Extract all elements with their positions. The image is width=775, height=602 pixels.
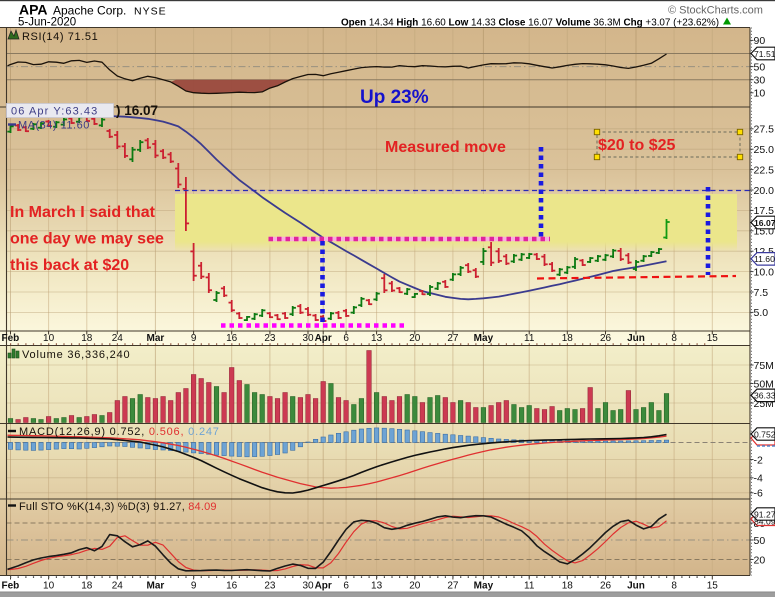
svg-text:18: 18: [81, 581, 93, 592]
svg-text:10: 10: [43, 333, 55, 344]
svg-text:36.33: 36.33: [754, 391, 775, 401]
svg-text:one day we may see: one day we may see: [10, 231, 164, 248]
svg-text:20: 20: [409, 581, 421, 592]
svg-text:© StockCharts.com: © StockCharts.com: [668, 5, 763, 17]
svg-text:Jun: Jun: [627, 581, 645, 592]
svg-text:-4: -4: [754, 473, 763, 485]
svg-text:Apr: Apr: [315, 333, 332, 344]
svg-text:18: 18: [81, 333, 93, 344]
svg-text:Apr: Apr: [315, 581, 332, 592]
svg-text:MACD(12,26,9) 0.752, 0.506, 0.: MACD(12,26,9) 0.752, 0.506, 0.247: [19, 426, 220, 438]
svg-text:23: 23: [264, 581, 276, 592]
svg-text:26: 26: [600, 333, 612, 344]
svg-text:84.09: 84.09: [754, 517, 775, 527]
svg-text:5.0: 5.0: [754, 307, 769, 319]
svg-text:22.5: 22.5: [754, 164, 775, 176]
svg-text:50M: 50M: [754, 378, 774, 390]
svg-text:Full STO %K(14,3) %D(3) 91.27,: Full STO %K(14,3) %D(3) 91.27, 84.09: [19, 501, 217, 513]
svg-text:10.0: 10.0: [754, 266, 775, 278]
svg-text:24: 24: [112, 581, 124, 592]
svg-text:24: 24: [112, 333, 124, 344]
svg-text:10: 10: [754, 88, 766, 100]
svg-text:20.0: 20.0: [754, 185, 775, 197]
svg-text:9: 9: [191, 333, 197, 344]
svg-text:20: 20: [409, 333, 421, 344]
svg-text:6: 6: [343, 333, 349, 344]
svg-text:May: May: [474, 333, 494, 344]
svg-text:Open 14.34 High 16.60 Low 14.3: Open 14.34 High 16.60 Low 14.33 Close 16…: [341, 17, 719, 28]
svg-text:11.60: 11.60: [754, 254, 775, 264]
svg-text:16: 16: [226, 333, 238, 344]
svg-text:25.0: 25.0: [754, 144, 775, 156]
svg-text:Feb: Feb: [2, 581, 20, 592]
svg-text:06 Apr Y:63.43: 06 Apr Y:63.43: [11, 106, 98, 118]
svg-text:) 16.07: ) 16.07: [116, 103, 158, 118]
svg-text:6: 6: [343, 581, 349, 592]
svg-text:20: 20: [754, 554, 766, 566]
svg-text:50: 50: [754, 61, 766, 73]
svg-text:13: 13: [371, 333, 383, 344]
svg-text:NYSE: NYSE: [134, 6, 167, 18]
svg-text:90: 90: [754, 35, 766, 47]
svg-text:16: 16: [226, 581, 238, 592]
svg-text:11: 11: [524, 581, 535, 592]
svg-text:APA: APA: [19, 2, 48, 18]
svg-text:27: 27: [447, 333, 459, 344]
svg-text:8: 8: [671, 333, 677, 344]
svg-text:17.5: 17.5: [754, 205, 775, 217]
svg-text:23: 23: [264, 333, 276, 344]
svg-text:91.27: 91.27: [754, 509, 775, 519]
svg-text:7.5: 7.5: [754, 287, 769, 299]
svg-text:Volume 36,336,240: Volume 36,336,240: [22, 349, 130, 361]
svg-text:71.51: 71.51: [754, 49, 775, 59]
svg-text:30: 30: [302, 581, 314, 592]
svg-text:27: 27: [447, 581, 459, 592]
svg-text:MA(34) 11.60: MA(34) 11.60: [18, 120, 90, 132]
svg-text:Mar: Mar: [147, 581, 165, 592]
svg-text:8: 8: [671, 581, 677, 592]
svg-text:30: 30: [754, 75, 766, 87]
svg-text:11: 11: [524, 333, 535, 344]
svg-text:In March I said that: In March I said that: [10, 204, 156, 221]
svg-text:9: 9: [191, 581, 197, 592]
svg-text:May: May: [474, 581, 494, 592]
svg-text:$20 to $25: $20 to $25: [598, 137, 675, 154]
svg-text:30: 30: [302, 333, 314, 344]
svg-text:-6: -6: [754, 488, 763, 500]
svg-text:RSI(14) 71.51: RSI(14) 71.51: [22, 31, 98, 43]
svg-text:Up 23%: Up 23%: [360, 87, 429, 108]
svg-text:this back at $20: this back at $20: [10, 257, 129, 274]
svg-text:-2: -2: [754, 454, 763, 466]
svg-text:Apache Corp.: Apache Corp.: [53, 4, 126, 18]
svg-text:10: 10: [43, 581, 55, 592]
svg-text:Feb: Feb: [2, 333, 20, 344]
svg-text:Mar: Mar: [147, 333, 165, 344]
svg-text:27.5: 27.5: [754, 124, 775, 136]
svg-text:15: 15: [707, 333, 719, 344]
svg-text:16.07: 16.07: [754, 218, 775, 228]
svg-text:18: 18: [562, 333, 574, 344]
svg-text:13: 13: [371, 581, 383, 592]
svg-text:5-Jun-2020: 5-Jun-2020: [18, 16, 76, 28]
svg-text:Jun: Jun: [627, 333, 645, 344]
svg-text:18: 18: [562, 581, 574, 592]
svg-text:50: 50: [754, 535, 766, 547]
svg-text:26: 26: [600, 581, 612, 592]
svg-text:15: 15: [707, 581, 719, 592]
svg-text:75M: 75M: [754, 360, 774, 372]
svg-text:0.752: 0.752: [754, 429, 775, 439]
svg-text:Measured move: Measured move: [385, 139, 506, 156]
